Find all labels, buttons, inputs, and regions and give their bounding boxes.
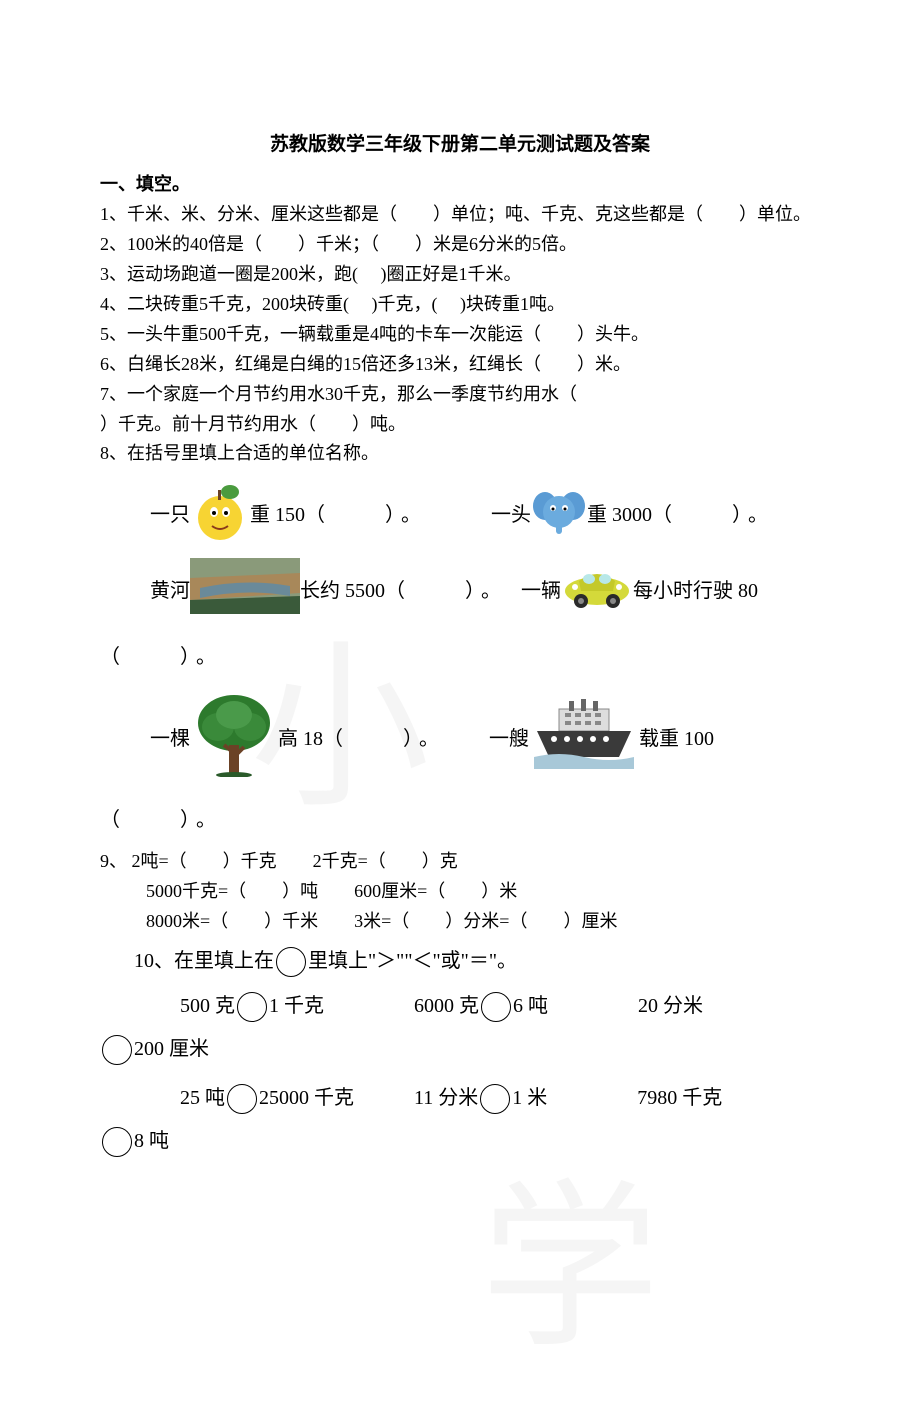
circle-icon [237,992,267,1022]
period-2b: 。 [196,642,216,673]
elephant-icon [531,484,587,546]
question-9-line-3: 8000米=（ ）千米 3米=（ ）分米=（ ）厘米 [100,908,820,936]
q10-r2b: 25000 千克 [259,1083,354,1114]
question-8: 8、在括号里填上合适的单位名称。 [100,440,820,468]
q10-r1e: 20 分米 [638,991,703,1022]
pic-row-2: 黄河 长约 5500（ ） 。 一辆 每小时行驶 80 [100,558,820,624]
circle-icon [102,1127,132,1157]
lemon-suffix: 重 150（ ） [250,500,405,531]
ship-prefix: 一艘 [489,724,529,755]
elephant-prefix: 一头 [491,500,531,531]
circle-icon [481,992,511,1022]
question-3: 3、运动场跑道一圈是200米，跑( )圈正好是1千米。 [100,261,820,289]
question-4: 4、二块砖重5千克，200块砖重( )千克，( )块砖重1吨。 [100,291,820,319]
period-2: 。 [481,576,501,607]
period-3: 。 [419,724,439,755]
lemon-icon [190,478,250,552]
q9-prefix: 9、 [100,851,127,871]
q10-row-1-tail: 200 厘米 [100,1034,820,1065]
car-suffix: 每小时行驶 80 [633,576,758,607]
page-title: 苏教版数学三年级下册第二单元测试题及答案 [100,130,820,159]
q10-r2c: 11 分米 [414,1083,478,1114]
ship-unit-blank: （ ） [100,805,200,836]
circle-icon [227,1084,257,1114]
tree-suffix: 高 18（ ） [278,724,423,755]
pic-row-3-tail: （ ） 。 [100,805,820,836]
lemon-prefix: 一只 [150,500,190,531]
tree-icon [190,691,278,787]
q10-r1d: 6 吨 [513,991,548,1022]
pic-row-1: 一只 重 150（ ） 。 一头 重 3000（ ） 。 [100,478,820,552]
question-9-line-2: 5000千克=（ ）吨 600厘米=（ ）米 [100,878,820,906]
car-prefix: 一辆 [521,576,561,607]
q10-r1c: 6000 克 [414,991,479,1022]
q10-r2d: 1 米 [512,1083,547,1114]
ship-icon [529,699,639,779]
pic-row-2-tail: （ ） 。 [100,642,820,673]
car-unit-blank: （ ） [100,642,200,673]
question-1: 1、千米、米、分米、厘米这些都是（ ）单位；吨、千克、克这些都是（ ）单位。 [100,201,820,229]
q10-r2a: 25 吨 [180,1083,225,1114]
period-1b: 。 [748,500,768,531]
question-5: 5、一头牛重500千克，一辆载重是4吨的卡车一次能运（ ）头牛。 [100,321,820,349]
question-10-heading: 10、在里填上在 里填上"＞""＜"或"＝"。 [100,946,820,977]
q10-row-2: 25 吨 25000 千克 11 分米 1 米 7980 千克 [100,1083,820,1114]
circle-icon [102,1035,132,1065]
q10-r1a: 500 克 [180,991,235,1022]
elephant-suffix: 重 3000（ ） [587,500,752,531]
question-6: 6、白绳长28米，红绳是白绳的15倍还多13米，红绳长（ ）米。 [100,351,820,379]
circle-icon [480,1084,510,1114]
river-prefix: 黄河 [150,576,190,607]
tree-prefix: 一棵 [150,724,190,755]
period-1: 。 [401,500,421,531]
q10-row-2-tail: 8 吨 [100,1126,820,1157]
question-7b: ）千克。前十月节约用水（ ）吨。 [100,411,820,439]
question-7a: 7、一个家庭一个月节约用水30千克，那么一季度节约用水（ [100,381,820,409]
question-2: 2、100米的40倍是（ ）千米；（ ）米是6分米的5倍。 [100,231,820,259]
circle-icon [276,947,306,977]
q10-r1b: 1 千克 [269,991,324,1022]
q10-heading-a: 10、在里填上在 [134,946,274,977]
q9-l1: 2吨=（ ）千克 2千克=（ ）克 [127,851,458,871]
q10-row-1: 500 克 1 千克 6000 克 6 吨 20 分米 [100,991,820,1022]
q10-r2e: 7980 千克 [637,1083,722,1114]
ship-suffix: 载重 100 [639,724,714,755]
question-9-line-1: 9、 2吨=（ ）千克 2千克=（ ）克 [100,848,820,876]
period-3b: 。 [196,805,216,836]
river-icon [190,558,300,624]
q10-heading-b: 里填上"＞""＜"或"＝"。 [308,946,517,977]
car-icon [561,563,633,619]
section-1-heading: 一、填空。 [100,171,820,199]
q10-r2f: 8 吨 [134,1126,169,1157]
q10-r1f: 200 厘米 [134,1034,209,1065]
river-suffix: 长约 5500（ ） [300,576,485,607]
pic-row-3: 一棵 高 18（ ） 。 一艘 [100,691,820,787]
